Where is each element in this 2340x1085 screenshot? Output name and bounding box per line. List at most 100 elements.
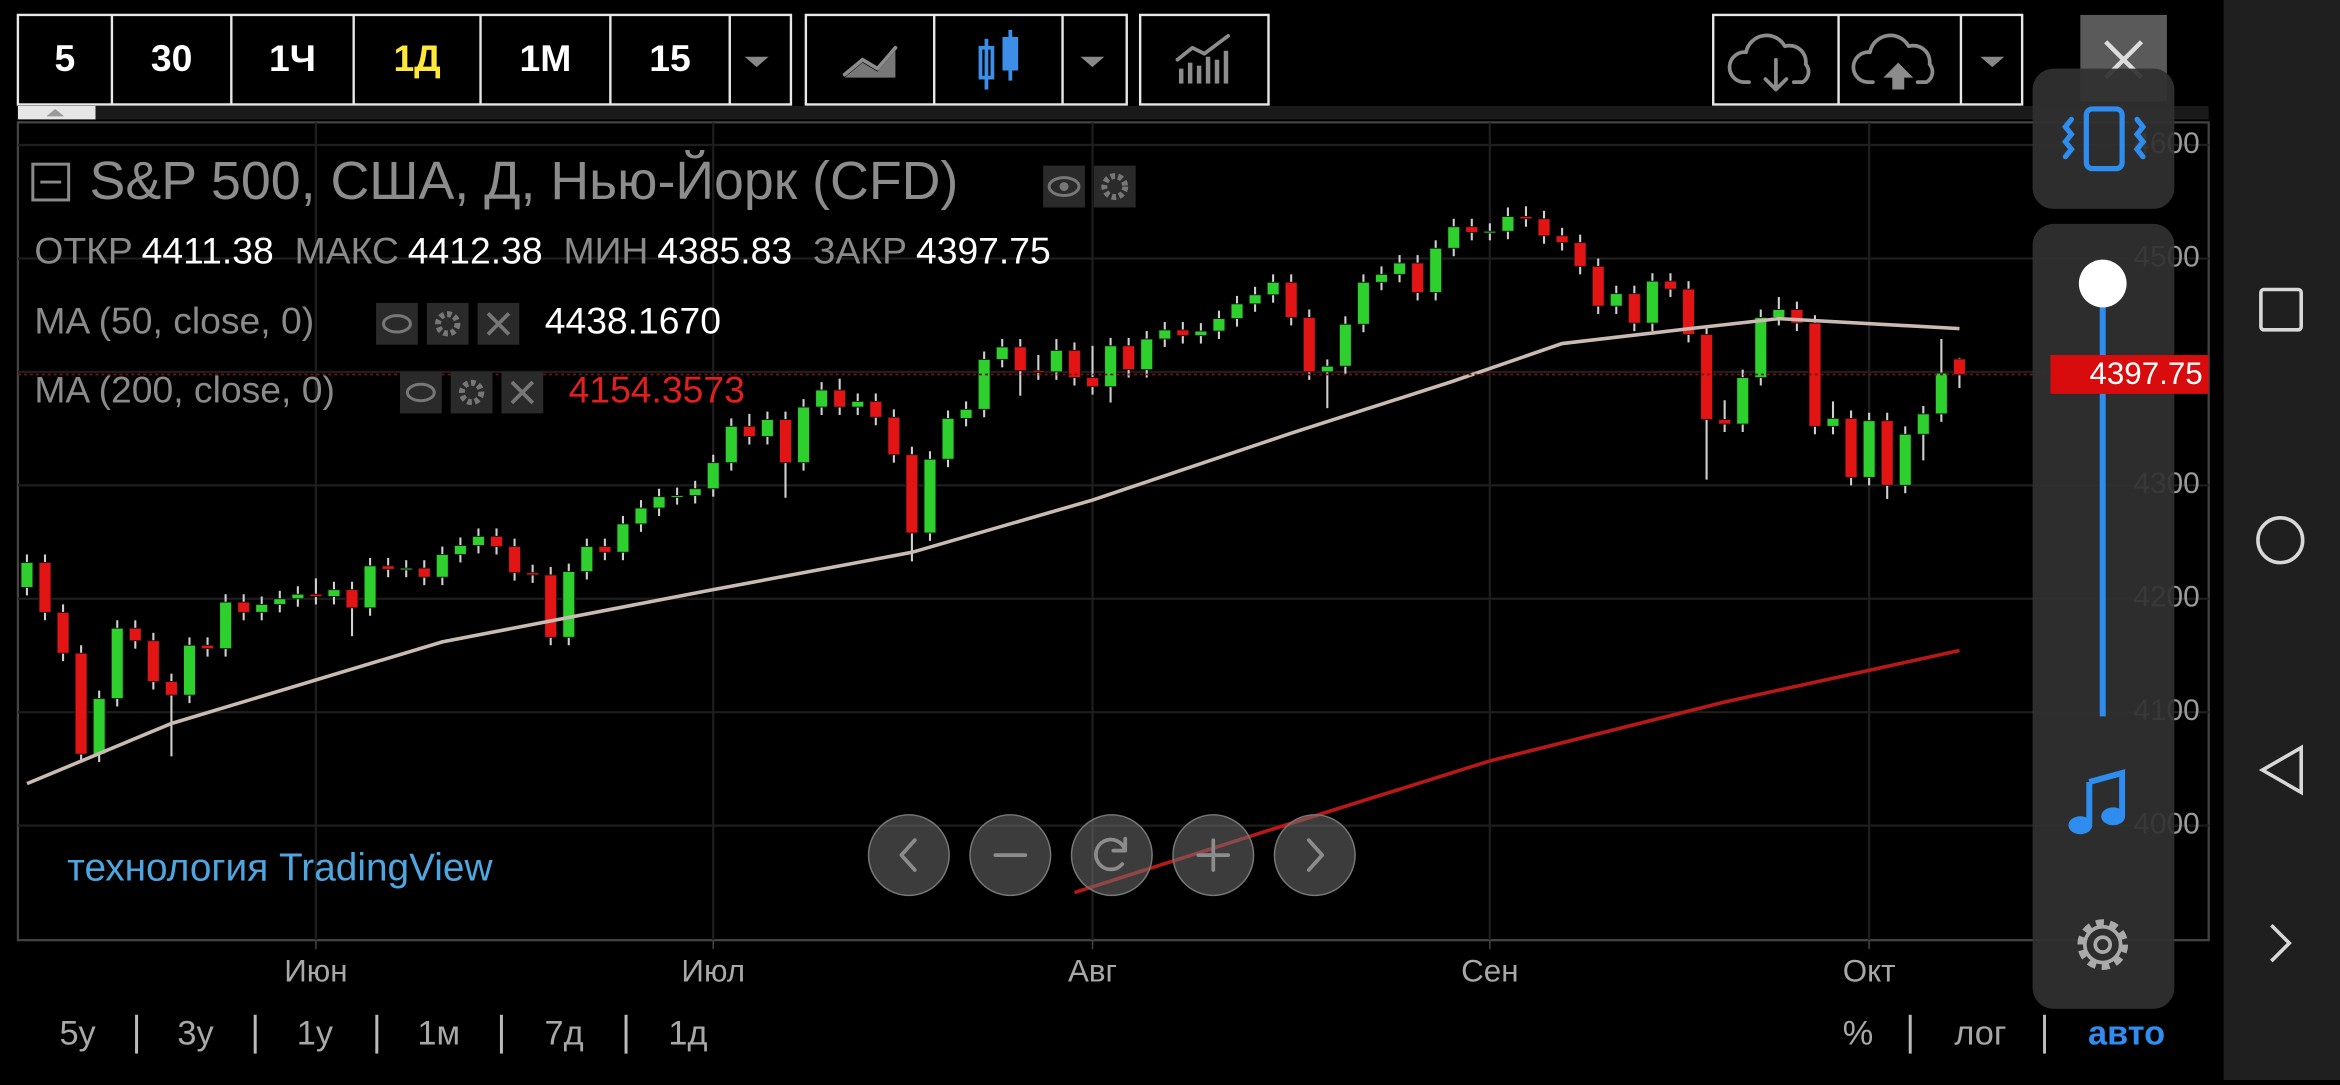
scale-mode-button[interactable]: % xyxy=(1843,1015,1874,1053)
ma-icon-glyph xyxy=(435,311,461,337)
candle-body xyxy=(1176,329,1190,337)
candle-body xyxy=(1573,242,1587,267)
candle-body xyxy=(1122,345,1136,371)
settings-icon[interactable] xyxy=(2077,919,2129,971)
candle-body xyxy=(1465,226,1479,233)
candle-body xyxy=(1537,218,1551,237)
interval-button[interactable]: 1М xyxy=(520,37,572,79)
candle-body xyxy=(887,416,901,456)
interval-button[interactable]: 1Ч xyxy=(269,37,316,79)
ma-icon[interactable] xyxy=(450,371,493,414)
vibrate-panel[interactable] xyxy=(2032,68,2175,209)
zoom-out-button[interactable] xyxy=(969,814,1052,897)
ma-icon-glyph xyxy=(405,382,436,403)
candle-body xyxy=(201,644,214,650)
dropdown-arrow[interactable] xyxy=(1980,56,2005,68)
candle-body xyxy=(634,507,648,525)
scale-mode-button[interactable]: авто xyxy=(2088,1015,2165,1053)
last-price-tag xyxy=(2050,355,2209,394)
candle-body xyxy=(1086,377,1099,388)
ma-icon-glyph xyxy=(486,312,511,336)
indicators-icon[interactable] xyxy=(1175,33,1231,84)
candle-body xyxy=(20,562,34,588)
candle-body xyxy=(1140,338,1154,371)
candle-body xyxy=(56,611,70,654)
range-button[interactable]: 3у xyxy=(177,1015,214,1053)
candle-body xyxy=(761,419,774,438)
candle-body xyxy=(616,523,630,553)
last-price-label: 4397.75 xyxy=(2089,356,2202,391)
candle-body xyxy=(1664,280,1677,290)
candle-body xyxy=(1302,317,1316,373)
candle-body xyxy=(1682,288,1695,335)
candle-body xyxy=(833,389,847,408)
home-button[interactable] xyxy=(2256,516,2305,565)
candle-body xyxy=(742,425,756,438)
expand-button[interactable] xyxy=(2270,923,2292,963)
candle-body xyxy=(92,698,106,755)
scale-mode-button[interactable]: лог xyxy=(1954,1015,2006,1053)
ma-icon[interactable] xyxy=(426,302,469,345)
candle-body xyxy=(1953,358,1966,375)
candle-body xyxy=(1916,413,1930,435)
candle-body xyxy=(1645,280,1659,324)
ma-legend: MA (50, close, 0) 4438.1670 MA (200, close… xyxy=(34,300,745,414)
scroll-right-button[interactable] xyxy=(1273,814,1356,897)
line-chart-icon[interactable] xyxy=(842,45,898,78)
collapse-icon[interactable] xyxy=(31,162,71,202)
recents-button[interactable] xyxy=(2259,287,2303,332)
scroll-left-button[interactable] xyxy=(867,814,950,897)
candle-body xyxy=(1844,417,1858,478)
x-tick-label: Авг xyxy=(1068,953,1117,988)
candle-body xyxy=(146,640,160,683)
candle-body xyxy=(128,627,142,642)
range-button[interactable]: 1у xyxy=(297,1015,334,1053)
candle-body xyxy=(1411,262,1425,293)
dropdown-arrow[interactable] xyxy=(744,56,769,68)
candle-body xyxy=(598,546,612,553)
candle-body xyxy=(1248,294,1262,305)
range-bar: 5у 3у 1у 1м 7д 1д% лог авто xyxy=(59,1015,2165,1054)
ohlc-label: МИН xyxy=(564,230,649,272)
back-button[interactable] xyxy=(2258,744,2303,796)
x-tick-label: Сен xyxy=(1461,953,1518,988)
range-button[interactable]: 1м xyxy=(417,1015,460,1053)
candle-body xyxy=(255,603,269,613)
title-icons[interactable] xyxy=(1043,165,1136,208)
candle-body xyxy=(38,562,52,613)
ohlc-value: 4411.38 xyxy=(142,230,274,272)
reset-button[interactable] xyxy=(1070,814,1153,897)
ohlc-legend: ОТКР 4411.38 МАКС 4412.38 МИН 4385.83 ЗАКР 4397… xyxy=(34,230,1050,272)
slider-knob[interactable] xyxy=(2078,259,2127,308)
candle-body xyxy=(291,593,305,600)
cloud-upload-icon[interactable] xyxy=(1851,33,1935,90)
candle-body xyxy=(1826,417,1840,427)
cloud-download-icon[interactable] xyxy=(1727,33,1811,92)
zoom-in-button[interactable] xyxy=(1172,814,1255,897)
interval-button[interactable]: 30 xyxy=(151,37,193,79)
candle-body xyxy=(1700,334,1713,420)
range-button[interactable]: 1д xyxy=(668,1015,707,1053)
interval-button[interactable]: 15 xyxy=(649,37,691,79)
zoom-controls xyxy=(867,814,1356,897)
candle-body xyxy=(435,554,449,578)
range-button[interactable]: 7д xyxy=(545,1015,584,1053)
interval-button[interactable]: 1Д xyxy=(393,37,440,79)
candle-chart-icon[interactable] xyxy=(978,29,1019,90)
candle-body xyxy=(580,546,594,572)
dropdown-arrow[interactable] xyxy=(1080,56,1105,68)
plot-frame xyxy=(16,121,2210,942)
candle-body xyxy=(851,400,865,408)
range-button[interactable]: 5у xyxy=(59,1015,96,1053)
candle-body xyxy=(815,389,829,408)
candle-body xyxy=(1284,281,1298,318)
candle-body xyxy=(309,593,323,597)
ma-icon-glyph xyxy=(458,379,485,406)
candle-body xyxy=(1393,262,1406,275)
interval-button[interactable]: 5 xyxy=(55,37,76,79)
candle-body xyxy=(923,458,937,534)
candle-body xyxy=(183,644,196,696)
candle-body xyxy=(1501,216,1515,232)
system-nav-bar xyxy=(2223,0,2340,1081)
candle-body xyxy=(1736,377,1750,425)
